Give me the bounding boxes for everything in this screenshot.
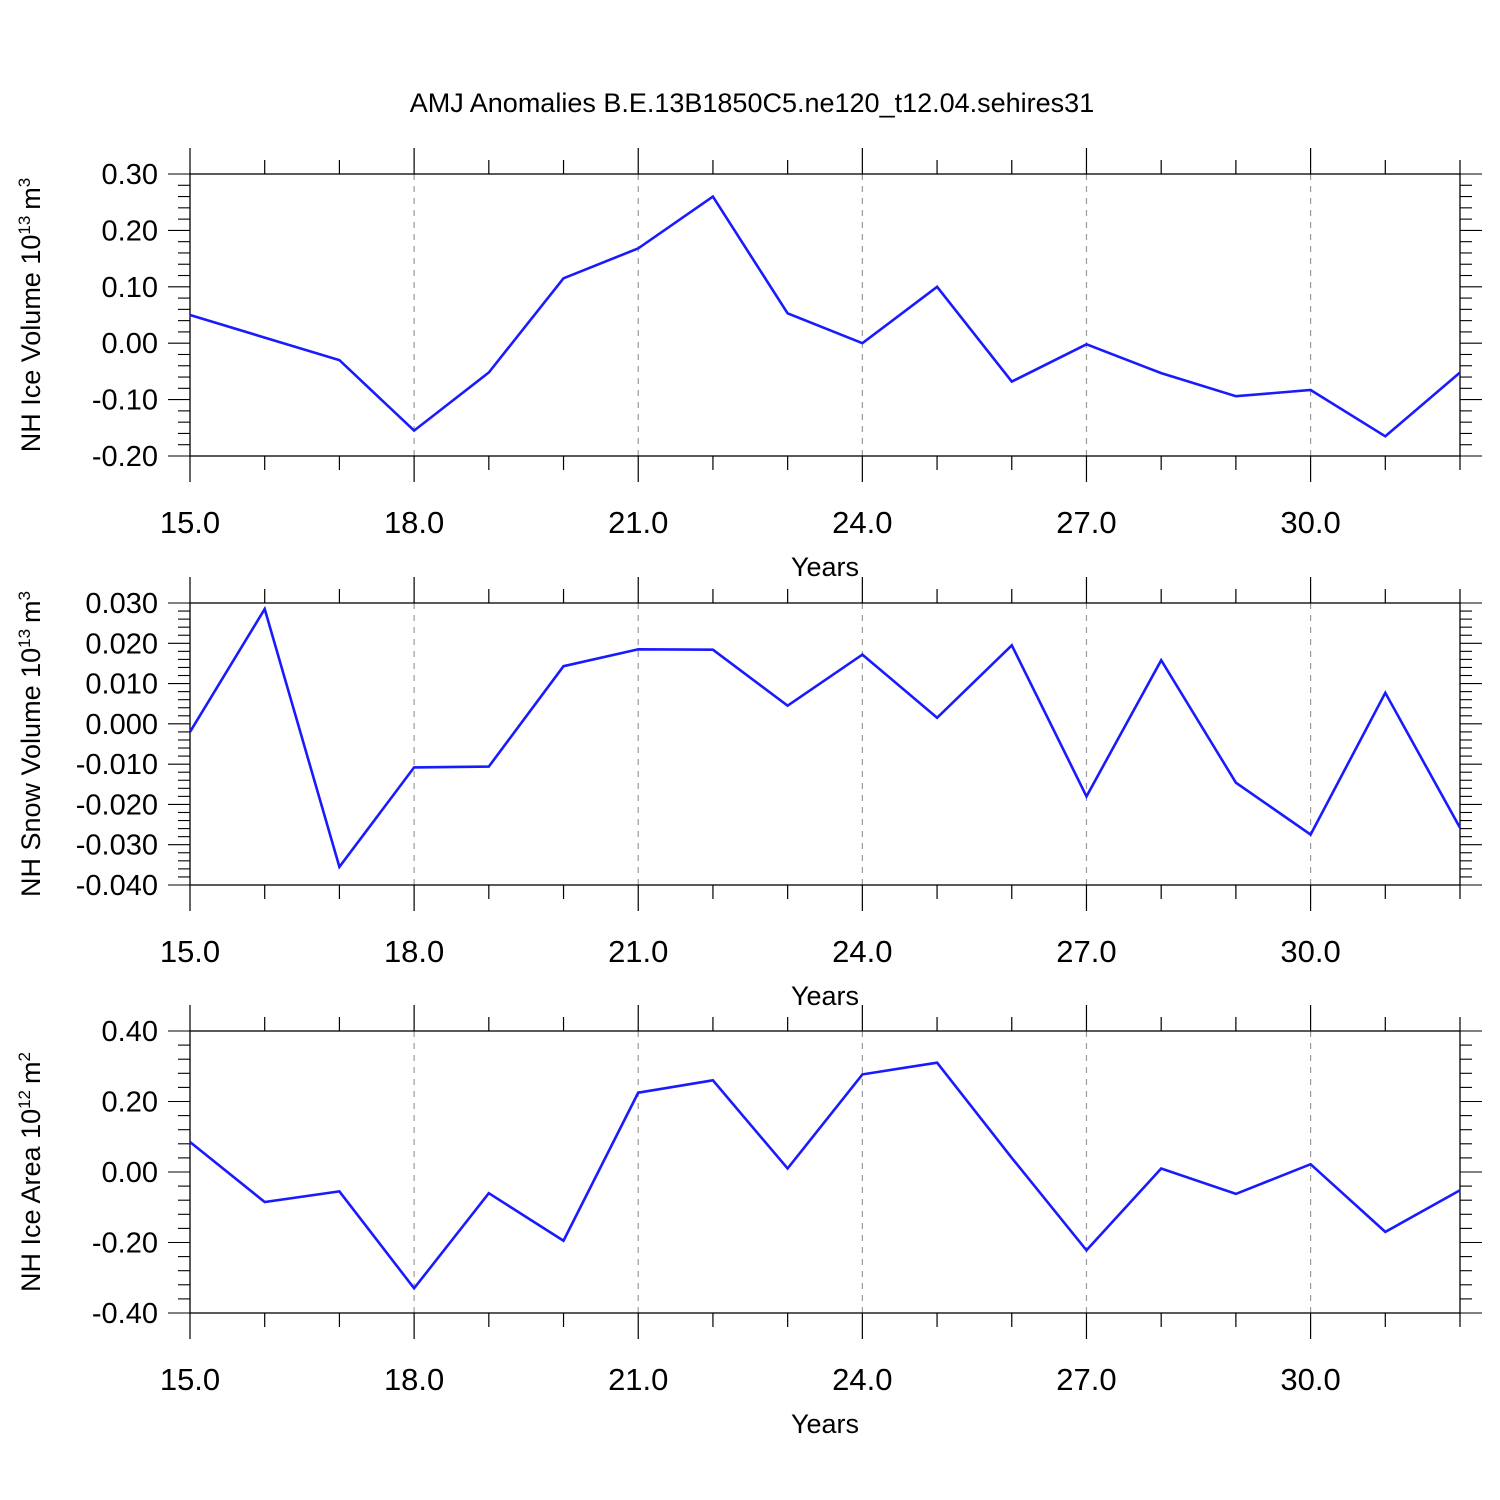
x-tick-label: 15.0: [160, 505, 220, 540]
x-tick-label: 15.0: [160, 934, 220, 969]
x-tick-label: 21.0: [608, 1362, 668, 1397]
y-axis-label-text: NH Ice Volume 10: [16, 235, 46, 453]
y-axis-label-unit-exponent: 2: [15, 1052, 34, 1061]
series-line: [188, 605, 1462, 870]
x-tick-label: 15.0: [160, 1362, 220, 1397]
x-tick-label: 27.0: [1056, 1362, 1116, 1397]
y-tick-label: 0.20: [102, 1087, 158, 1119]
figure-title: AMJ Anomalies B.E.13B1850C5.ne120_t12.04…: [410, 88, 1094, 118]
y-axis-label-exponent: 13: [15, 629, 34, 648]
panel-3: -0.40 -0.20 0.00 0.20 0.40 15.0 18.0 21.0 24.0 27…: [15, 1005, 1482, 1439]
y-tick-label: -0.20: [92, 1228, 158, 1260]
x-tick-label: 24.0: [832, 505, 892, 540]
x-tick-label: 30.0: [1280, 1362, 1340, 1397]
y-tick-label: 0.00: [102, 328, 158, 360]
panel-1: -0.20 -0.10 0.00 0.10 0.20 0.30 15.0 18.0 21.0 24…: [15, 148, 1482, 582]
panels: -0.20 -0.10 0.00 0.10 0.20 0.30 15.0 18.0 21.0 24…: [15, 148, 1482, 1439]
x-tick-label: 30.0: [1280, 934, 1340, 969]
y-axis-label-exponent: 13: [15, 216, 34, 235]
y-axis-label: NH Ice Area 1012 m2: [15, 1052, 46, 1292]
x-tick-label: 18.0: [384, 934, 444, 969]
x-tick-label: 27.0: [1056, 505, 1116, 540]
y-tick-label: 0.030: [85, 588, 158, 620]
y-tick-label: 0.30: [102, 159, 158, 191]
y-tick-label: -0.020: [76, 789, 158, 821]
y-axis-label-unit: m: [16, 600, 46, 623]
y-tick-label: -0.030: [76, 830, 158, 862]
y-tick-label: -0.10: [92, 385, 158, 417]
x-axis-label: Years: [791, 552, 859, 582]
y-axis-label-text: NH Snow Volume 10: [16, 648, 46, 897]
y-axis-label: NH Snow Volume 1013 m3: [15, 591, 46, 897]
y-axis-label-unit-exponent: 3: [15, 178, 34, 187]
series-line: [189, 194, 1461, 438]
series-line: [189, 1061, 1461, 1291]
y-tick-label: 0.20: [102, 215, 158, 247]
y-tick-label: -0.40: [92, 1298, 158, 1330]
y-tick-label: -0.040: [76, 870, 158, 902]
x-tick-label: 21.0: [608, 505, 668, 540]
x-axis-label: Years: [791, 981, 859, 1011]
y-tick-label: 0.020: [85, 628, 158, 660]
y-tick-label: 0.10: [102, 272, 158, 304]
y-axis-label-unit-exponent: 3: [15, 591, 34, 600]
panel-2: -0.040 -0.030 -0.020 -0.010 0.000 0.010 0.020 0…: [15, 577, 1482, 1011]
x-tick-label: 24.0: [832, 1362, 892, 1397]
y-axis-label: NH Ice Volume 1013 m3: [15, 178, 46, 453]
y-tick-label: -0.010: [76, 749, 158, 781]
y-axis-label-exponent: 12: [15, 1090, 34, 1109]
y-tick-label: 0.40: [102, 1016, 158, 1048]
x-tick-label: 27.0: [1056, 934, 1116, 969]
y-axis-label-unit: m: [16, 187, 46, 210]
x-tick-label: 30.0: [1280, 505, 1340, 540]
x-tick-label: 18.0: [384, 505, 444, 540]
y-tick-label: 0.000: [85, 709, 158, 741]
x-tick-label: 21.0: [608, 934, 668, 969]
plot-frame: [189, 602, 1461, 886]
y-tick-label: 0.010: [85, 669, 158, 701]
x-tick-label: 18.0: [384, 1362, 444, 1397]
x-axis-label: Years: [791, 1409, 859, 1439]
y-axis-label-unit: m: [16, 1061, 46, 1084]
y-tick-label: 0.00: [102, 1157, 158, 1189]
x-tick-label: 24.0: [832, 934, 892, 969]
y-tick-label: -0.20: [92, 441, 158, 473]
y-axis-label-text: NH Ice Area 10: [16, 1109, 46, 1292]
